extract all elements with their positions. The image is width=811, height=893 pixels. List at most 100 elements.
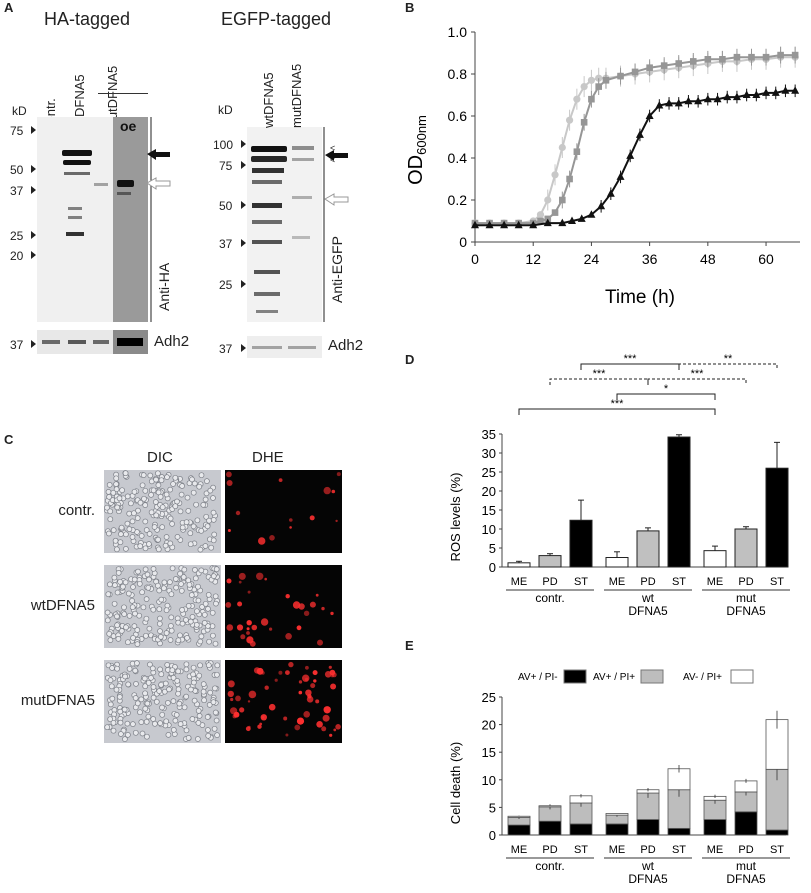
dic-cell	[147, 472, 154, 479]
dhe-signal	[317, 639, 323, 646]
cd-bar-segment	[636, 819, 660, 836]
dic-cell	[170, 727, 177, 733]
dic-cell	[114, 504, 121, 511]
dic-cell	[200, 681, 207, 687]
ros-phase-label: ST	[672, 576, 686, 588]
dhe-signal	[246, 627, 250, 631]
dhe-signal	[336, 472, 341, 477]
growth-point	[660, 62, 668, 69]
cd-phase-label: ME	[511, 844, 528, 856]
dic-cell	[200, 688, 207, 695]
growth-point	[602, 77, 610, 84]
dic-cell	[174, 678, 181, 684]
dic-cell	[121, 706, 128, 713]
dic-cell	[167, 486, 174, 493]
dhe-signal	[283, 716, 288, 721]
dic-cell	[107, 516, 114, 523]
dic-cell	[176, 700, 183, 707]
dic-cell	[193, 501, 199, 508]
growth-point	[551, 171, 559, 179]
dic-cell	[173, 712, 180, 718]
growth-point	[565, 116, 574, 124]
dic-cell	[107, 677, 114, 684]
ros-y-tick-label: 15	[482, 503, 496, 518]
dic-cell	[188, 686, 194, 693]
cd-bar-segment	[703, 819, 727, 836]
row-mut: mutDFNA5	[20, 692, 95, 709]
dic-cell	[197, 638, 204, 645]
dic-cell	[129, 534, 136, 540]
dic-cell	[195, 597, 202, 604]
dic-cell	[178, 587, 185, 594]
ros-bar	[703, 550, 727, 568]
dhe-signal	[285, 594, 290, 599]
dhe-signal	[331, 672, 337, 678]
dic-cell	[174, 534, 181, 540]
dic-cell	[210, 517, 217, 523]
ros-group-label: wt	[641, 591, 655, 605]
cd-phase-label: ME	[707, 844, 724, 856]
growth-point	[631, 68, 639, 76]
dic-cell	[201, 611, 208, 618]
growth-x-tick-label: 24	[584, 251, 600, 267]
dic-cell	[143, 632, 149, 639]
egfp-lane-mut: mutDFNA5	[289, 63, 304, 128]
dic-cell	[158, 477, 165, 484]
growth-xlabel: Time (h)	[605, 287, 675, 308]
dic-cell	[113, 475, 120, 482]
dic-cell	[134, 641, 141, 647]
dic-cell	[179, 483, 185, 489]
growth-point	[791, 86, 800, 94]
dic-cell	[113, 686, 120, 693]
dhe-signal	[247, 590, 251, 594]
dic-cell	[150, 566, 157, 572]
dic-cell	[155, 546, 162, 553]
dhe-signal	[225, 602, 232, 608]
dic-cell	[169, 565, 176, 572]
dic-cell	[163, 607, 170, 614]
dic-cell	[117, 719, 124, 726]
dhe-signal	[264, 685, 269, 690]
dic-cell	[202, 600, 209, 607]
dic-cell	[205, 662, 212, 669]
dic-cell	[109, 695, 116, 702]
dic-cell	[162, 680, 169, 687]
dhe-signal	[256, 572, 264, 580]
dic-cell	[195, 736, 201, 742]
egfp-lane-wt: wtDFNA5	[261, 72, 276, 128]
dhe-signal	[312, 670, 318, 676]
cd-bar-segment	[538, 805, 562, 808]
ros-bar-chart: ROS levels (%) 0 5 10 15 20 25 30 35 ME PD ST ME PD S…	[448, 353, 790, 618]
dhe-signal	[278, 478, 283, 482]
growth-point	[771, 88, 780, 96]
dic-cell	[174, 498, 180, 505]
ha-blot-membrane	[37, 117, 113, 322]
ros-group-label-2: DFNA5	[628, 604, 668, 618]
dic-cell	[134, 700, 141, 707]
dic-cell	[138, 533, 145, 539]
growth-series-line-1	[475, 54, 796, 225]
dhe-signal	[274, 678, 278, 682]
ros-bar	[636, 530, 660, 568]
cd-y-tick-label: 15	[482, 745, 496, 760]
dic-cell	[202, 496, 209, 503]
dic-cell	[107, 701, 114, 708]
dic-cell	[108, 683, 115, 690]
dic-cell	[110, 727, 117, 734]
cd-phase-label: ST	[672, 844, 686, 856]
dic-cell	[130, 635, 136, 641]
dic-cell	[142, 502, 149, 508]
dic-cell	[164, 662, 171, 668]
growth-point	[703, 94, 712, 103]
dic-cell	[122, 579, 129, 586]
dic-cell	[204, 714, 211, 720]
dic-cell	[104, 609, 111, 616]
dhe-signal	[257, 724, 262, 729]
dic-cell	[198, 527, 205, 534]
dhe-signal	[323, 486, 331, 495]
growth-point	[544, 196, 552, 204]
dhe-signal	[296, 717, 305, 725]
dic-cell	[131, 510, 137, 517]
dic-cell	[172, 576, 179, 582]
dic-cell	[214, 662, 221, 669]
